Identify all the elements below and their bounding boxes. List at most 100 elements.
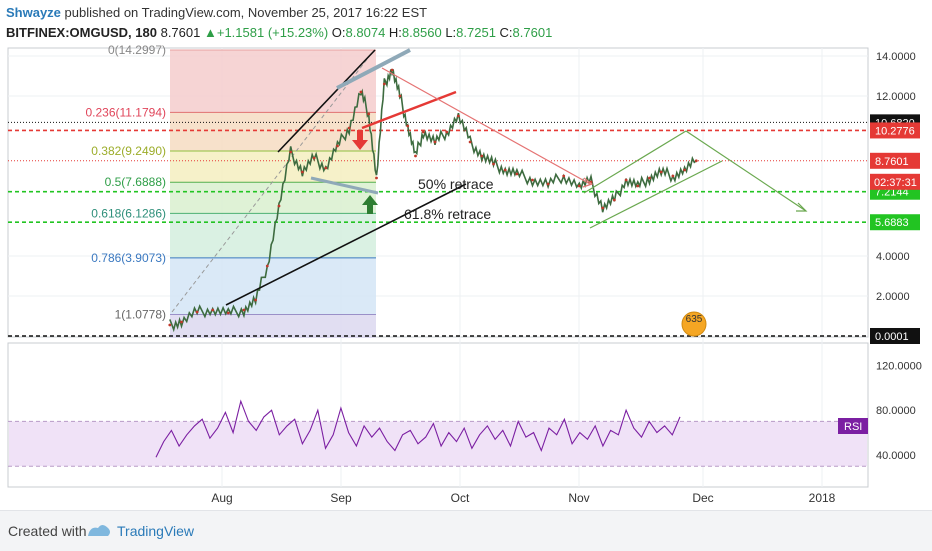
symbol-label: BITFINEX:OMGUSD, 180 bbox=[6, 25, 157, 40]
created-with-text: Created with bbox=[8, 523, 87, 539]
annotation-618-retrace: 61.8% retrace bbox=[404, 206, 491, 222]
price-point bbox=[359, 90, 363, 94]
x-tick-label: Aug bbox=[211, 491, 232, 505]
rsi-tick-label: 40.0000 bbox=[876, 450, 916, 462]
price-point bbox=[659, 170, 663, 174]
publish-info: Shwayze published on TradingView.com, No… bbox=[6, 5, 427, 20]
price-series-line bbox=[169, 68, 697, 333]
fib-level-label: 0.236(11.1794) bbox=[85, 105, 166, 119]
price-point bbox=[468, 140, 472, 144]
high-label: H: bbox=[388, 25, 402, 40]
rsi-pane-frame bbox=[7, 342, 869, 488]
price-point bbox=[601, 206, 605, 210]
price-point bbox=[694, 159, 698, 163]
resistance-trendline bbox=[277, 49, 376, 153]
footer-bar: Created with TradingView bbox=[0, 510, 932, 551]
y-tick-label: 2.0000 bbox=[876, 291, 910, 303]
price-tag-bg bbox=[870, 214, 920, 231]
downtrend-arrow-head bbox=[582, 177, 594, 188]
price-tag-bg bbox=[870, 152, 920, 169]
x-tick-label: Dec bbox=[692, 491, 713, 505]
price-point bbox=[433, 140, 437, 144]
price-point bbox=[324, 166, 328, 170]
x-tick-label: 2018 bbox=[809, 491, 836, 505]
price-point bbox=[457, 114, 460, 118]
price-point bbox=[382, 82, 386, 86]
price-point bbox=[180, 320, 183, 324]
open-value: 8.8074 bbox=[345, 25, 386, 40]
publish-text: published on TradingView.com, November 2… bbox=[64, 5, 428, 20]
fib-zone bbox=[170, 314, 376, 338]
rsi-tick-label: 120.0000 bbox=[876, 360, 922, 372]
symbol-info: BITFINEX:OMGUSD, 180 8.7601 ▲+1.1581 (+1… bbox=[6, 25, 552, 40]
price-point bbox=[503, 168, 507, 172]
x-tick-label: Nov bbox=[568, 491, 589, 505]
red-trendline bbox=[361, 90, 457, 130]
annotation-50-retrace: 50% retrace bbox=[418, 176, 494, 192]
open-label: O: bbox=[331, 25, 346, 40]
price-point bbox=[577, 184, 581, 188]
price-point bbox=[624, 178, 628, 182]
support-trendline bbox=[225, 183, 467, 306]
price-point bbox=[683, 168, 686, 172]
price-point bbox=[289, 150, 293, 154]
y-tick-label: 14.0000 bbox=[876, 51, 916, 63]
projection-arrow-head bbox=[796, 202, 808, 212]
price-point bbox=[301, 170, 304, 174]
price-point bbox=[648, 176, 651, 180]
price-point bbox=[636, 184, 640, 188]
tradingview-logo-icon[interactable] bbox=[86, 522, 112, 538]
price-point bbox=[671, 174, 675, 178]
price-tag-bg bbox=[870, 327, 920, 344]
price-tag: 8.7601 bbox=[875, 156, 909, 168]
fib-level-label: 0.618(6.1286) bbox=[91, 206, 166, 220]
downtrend-arrow-line bbox=[381, 67, 591, 185]
price-point bbox=[347, 126, 351, 130]
channel-upper bbox=[583, 130, 687, 194]
price-point bbox=[195, 310, 199, 314]
price-point bbox=[492, 162, 495, 166]
price-point bbox=[562, 174, 566, 178]
price-tag-bg bbox=[870, 122, 920, 139]
rsi-tag: RSI bbox=[844, 421, 862, 433]
fib-zone bbox=[170, 50, 376, 113]
channel-lower bbox=[589, 160, 723, 229]
channel-line-bottom bbox=[310, 176, 379, 195]
price-point bbox=[546, 182, 550, 186]
fib-zone bbox=[170, 257, 376, 315]
projection-line bbox=[685, 130, 807, 212]
price-point bbox=[375, 176, 378, 180]
fib-zone bbox=[170, 182, 376, 214]
countdown-tag-bg bbox=[870, 173, 920, 190]
fib-zone bbox=[170, 151, 376, 183]
event-badge-icon bbox=[681, 311, 707, 337]
price-chart[interactable]: 0(14.2997) 0.236(11.1794) 0.382(9.2490) 0.5… bbox=[0, 0, 932, 510]
price-point bbox=[480, 154, 484, 158]
fib-level-label: 0.382(9.2490) bbox=[91, 144, 166, 158]
price-point bbox=[312, 156, 316, 160]
fib-level-label: 1(1.0778) bbox=[115, 307, 166, 321]
rsi-line bbox=[155, 399, 681, 458]
up-arrow-icon: ▲ bbox=[203, 25, 217, 40]
fib-level-label: 0(14.2997) bbox=[108, 43, 166, 57]
price-point bbox=[367, 112, 371, 116]
x-tick-label: Sep bbox=[330, 491, 352, 505]
rsi-tag-bg bbox=[838, 418, 868, 434]
close-value: 8.7601 bbox=[512, 25, 553, 40]
up-arrow-icon bbox=[362, 195, 378, 214]
price-point bbox=[265, 264, 269, 268]
rsi-band bbox=[9, 421, 867, 467]
fib-level-label: 0.786(3.9073) bbox=[91, 251, 166, 265]
y-tick-label: 4.0000 bbox=[876, 251, 910, 263]
low-value: 8.7251 bbox=[456, 25, 496, 40]
price-tag: 0.0001 bbox=[875, 331, 909, 343]
price-point bbox=[336, 144, 339, 148]
y-tick-label: 12.0000 bbox=[876, 91, 916, 103]
tradingview-brand-link[interactable]: TradingView bbox=[117, 523, 195, 539]
last-price: 8.7601 bbox=[160, 25, 201, 40]
price-point bbox=[515, 172, 519, 176]
price-point bbox=[277, 204, 281, 208]
author-name[interactable]: Shwayze bbox=[6, 5, 61, 20]
price-point bbox=[242, 308, 246, 312]
price-point bbox=[406, 124, 410, 128]
